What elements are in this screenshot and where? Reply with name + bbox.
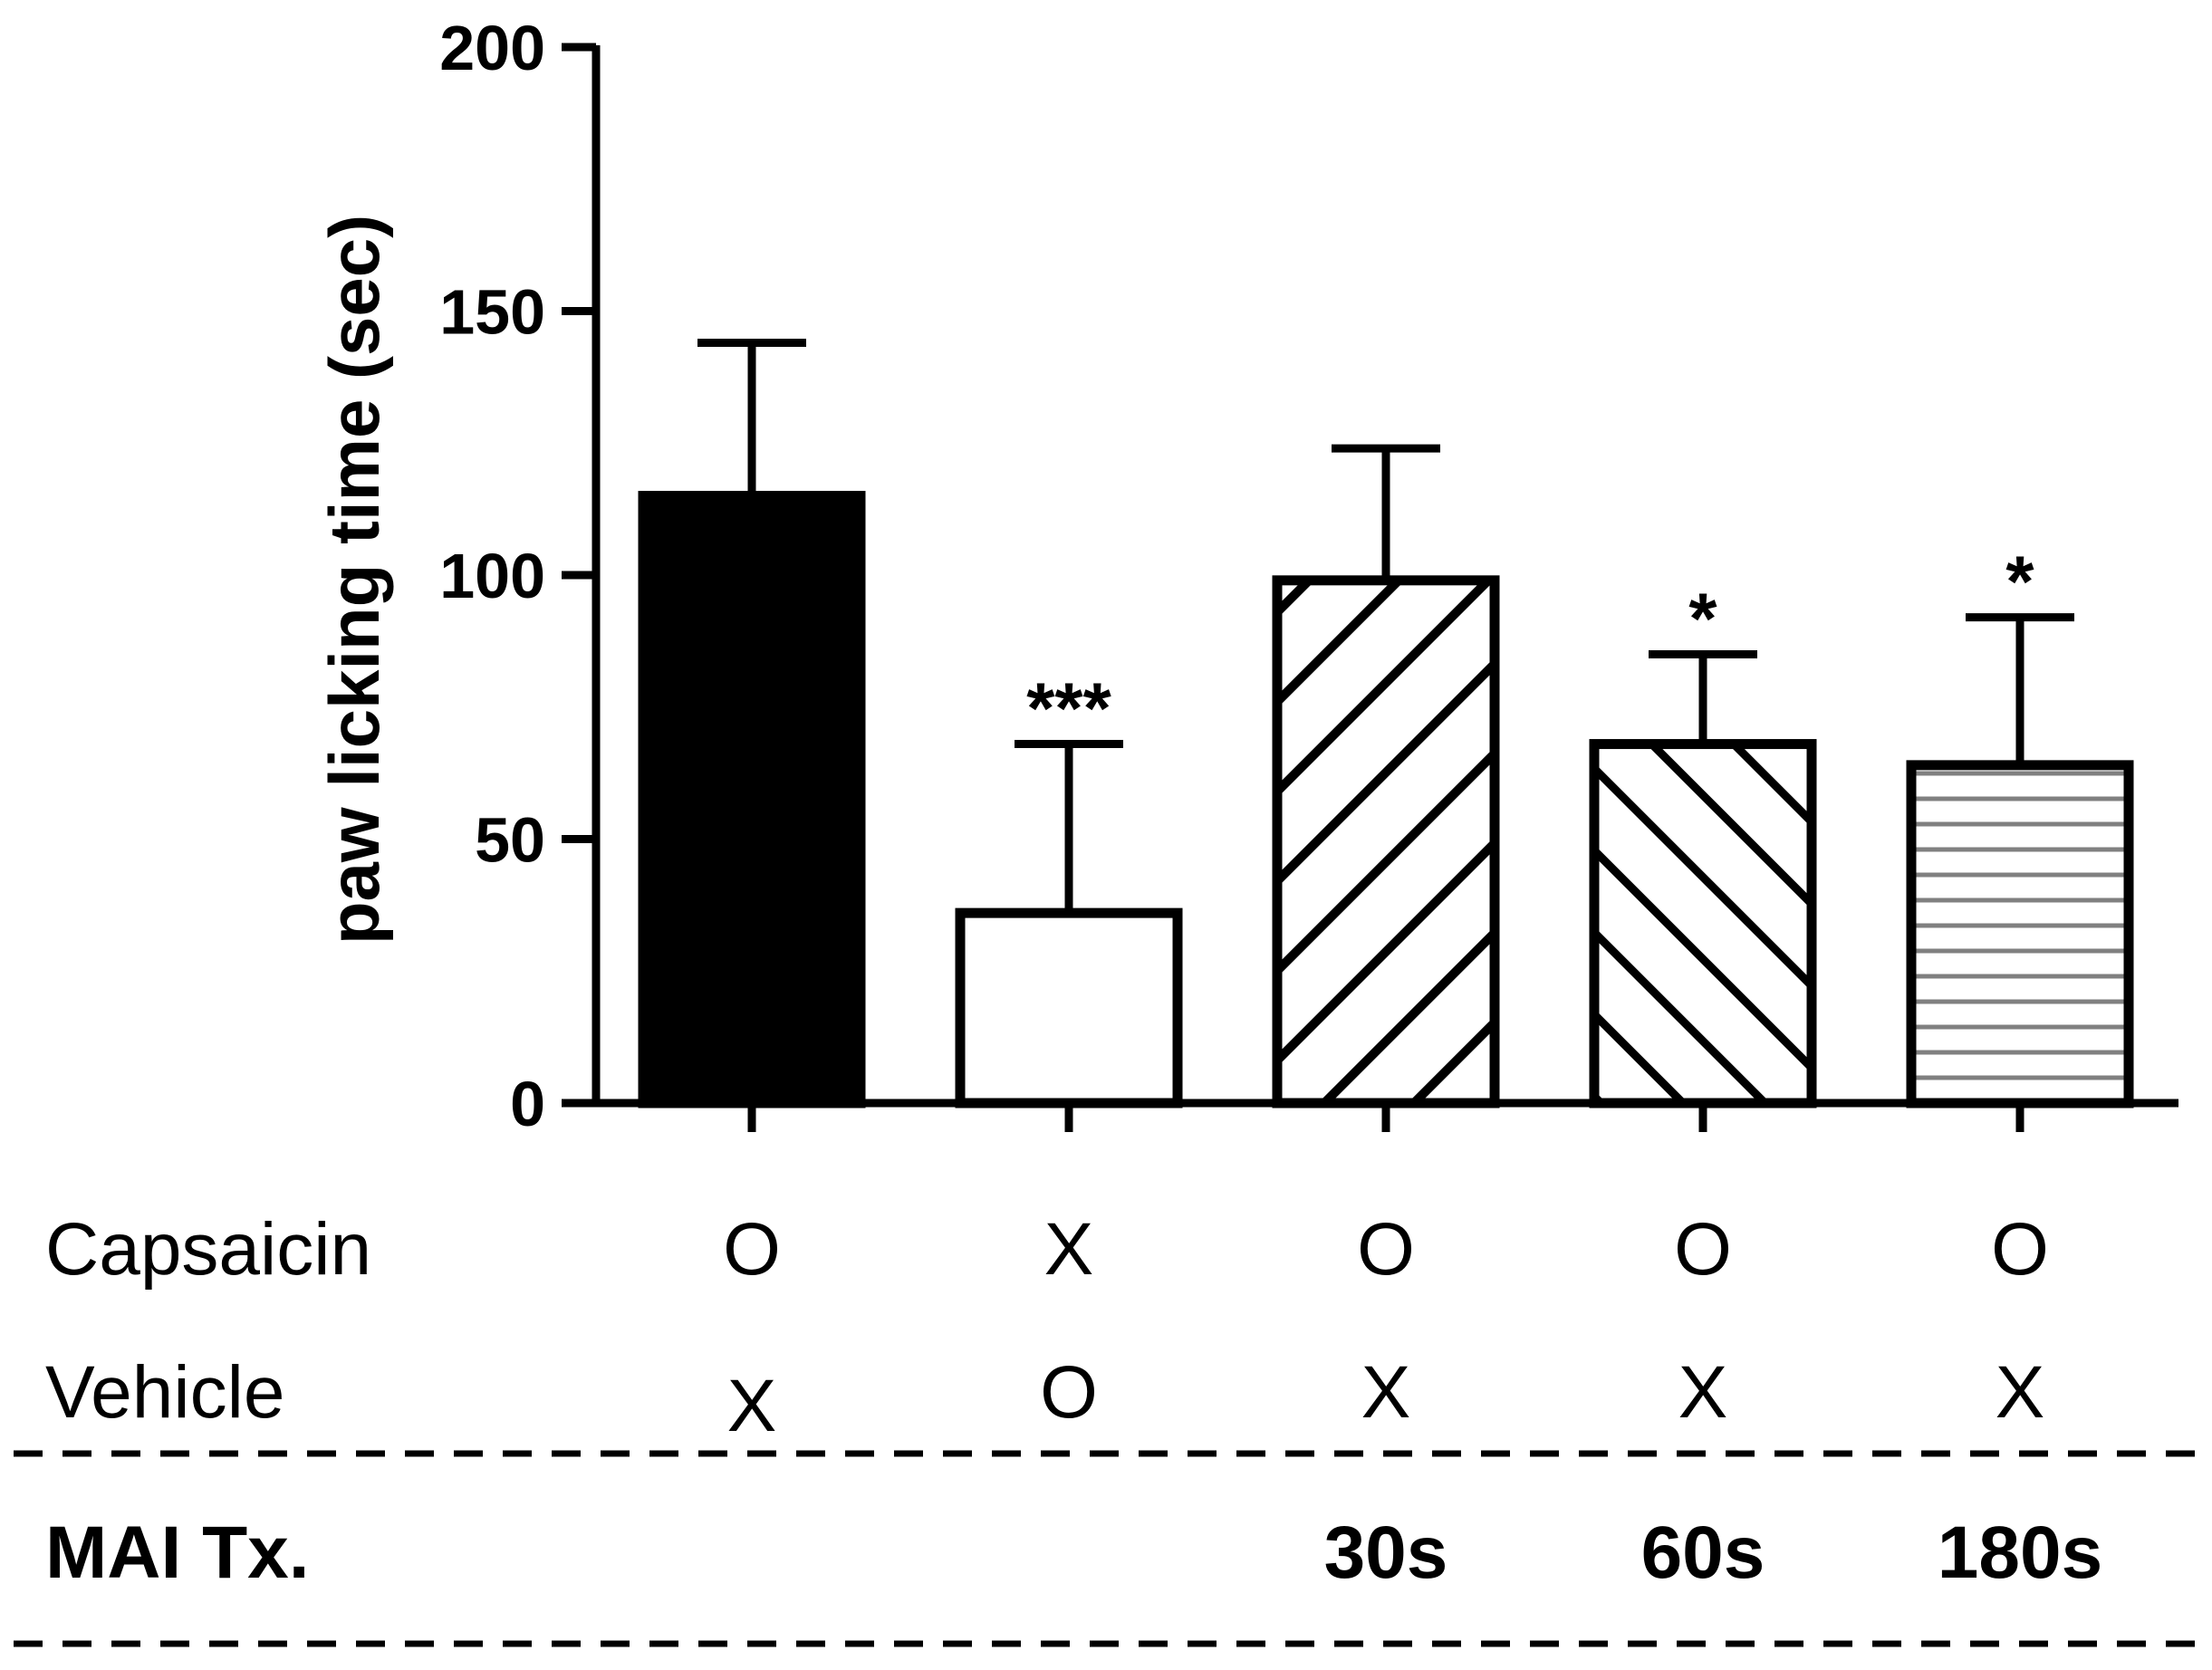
bar <box>1589 739 1817 1109</box>
treatment-duration: 60s <box>1641 1512 1765 1594</box>
y-axis: 0 50 100 150 200 <box>439 13 601 1139</box>
significance-marker: *** <box>1026 668 1111 749</box>
table-cell: X <box>727 1365 777 1447</box>
table-row-label: Vehicle <box>45 1351 284 1434</box>
y-axis-title: paw licking time (sec) <box>314 215 394 945</box>
significance-marker: * <box>2005 542 2034 622</box>
bar <box>638 491 866 1109</box>
treatment-label: MAI Tx. <box>45 1512 310 1594</box>
bar <box>1906 760 2134 1109</box>
table-cell: O <box>1040 1351 1098 1434</box>
table-cell: O <box>1991 1208 2049 1291</box>
y-tick-label: 0 <box>510 1069 545 1139</box>
treatment-duration: 30s <box>1324 1512 1448 1594</box>
y-tick-label: 150 <box>439 277 545 348</box>
significance-marker: * <box>1688 578 1717 658</box>
table-cell: X <box>1996 1351 2045 1434</box>
table-cell: O <box>723 1208 781 1291</box>
bar <box>1272 575 1500 1109</box>
y-tick-label: 50 <box>475 805 545 876</box>
treatment-duration: 180s <box>1938 1512 2102 1594</box>
bar <box>955 907 1183 1109</box>
table-cell: O <box>1357 1208 1415 1291</box>
table-cell: X <box>1678 1351 1728 1434</box>
y-tick-label: 100 <box>439 541 545 611</box>
table-cell: O <box>1674 1208 1732 1291</box>
table-cell: X <box>1044 1208 1094 1291</box>
table-row-label: Capsaicin <box>45 1208 371 1291</box>
y-tick-label: 200 <box>439 13 545 83</box>
table-cell: X <box>1361 1351 1411 1434</box>
